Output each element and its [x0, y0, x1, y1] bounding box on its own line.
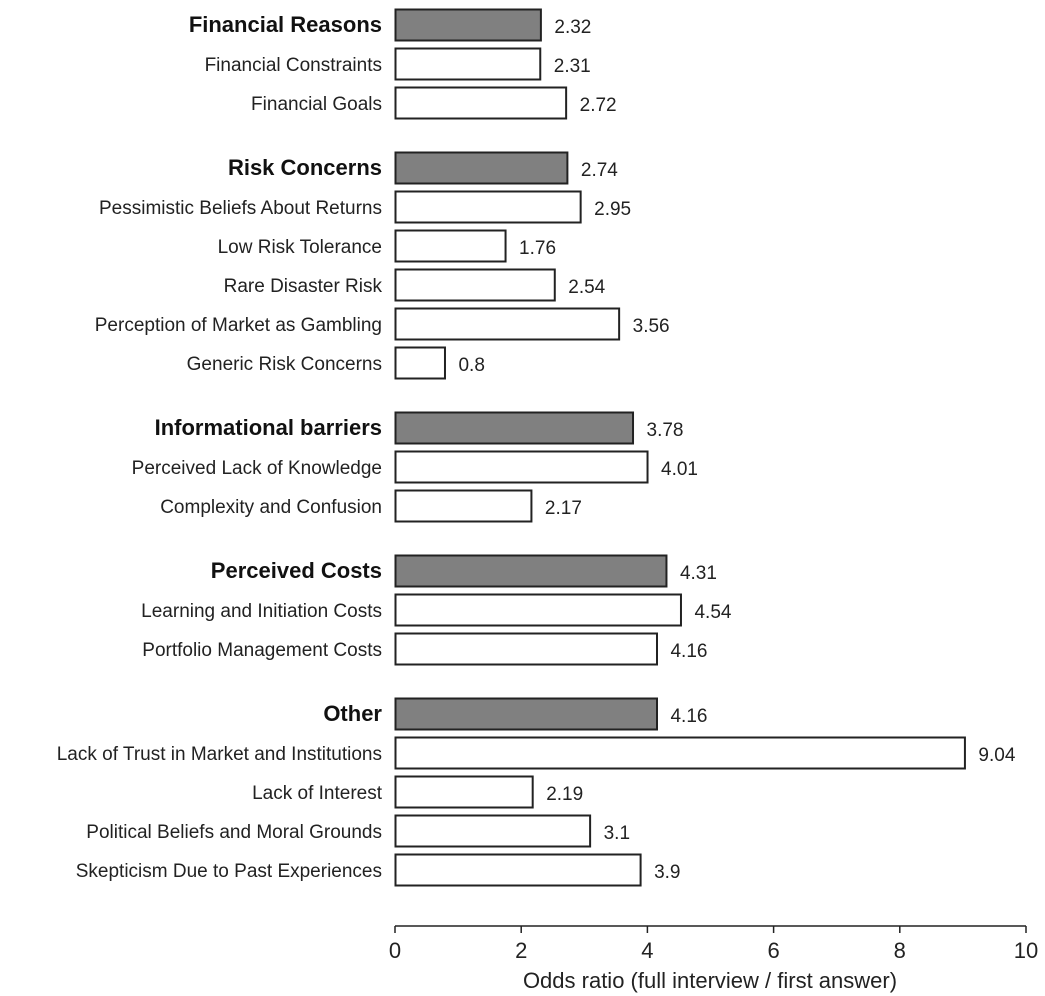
item-row-lack-of-trust-in-market-and-institutions: Lack of Trust in Market and Institutions…	[57, 736, 1016, 770]
item-row-rare-disaster-risk: Rare Disaster Risk 2.54	[224, 268, 606, 302]
group-label: Other	[323, 701, 382, 726]
x-tick-label: 4	[641, 938, 653, 963]
value-label: 2.31	[554, 56, 591, 77]
group-bar	[394, 8, 542, 42]
x-tick-label: 2	[515, 938, 527, 963]
value-label: 2.32	[554, 17, 591, 38]
value-label: 2.19	[546, 784, 583, 805]
item-row-perception-of-market-as-gambling: Perception of Market as Gambling 3.56	[95, 307, 670, 341]
x-axis: 0 2 4 6 8 10	[389, 925, 1038, 963]
category-label: Perception of Market as Gambling	[95, 315, 382, 336]
item-row-perceived-lack-of-knowledge: Perceived Lack of Knowledge 4.01	[132, 450, 698, 484]
item-row-portfolio-management-costs: Portfolio Management Costs 4.16	[142, 632, 707, 666]
item-bar	[394, 489, 533, 523]
item-bar	[394, 190, 582, 224]
item-bar	[394, 775, 534, 809]
category-label: Skepticism Due to Past Experiences	[76, 861, 382, 882]
item-row-financial-constraints: Financial Constraints 2.31	[205, 47, 591, 81]
item-bar	[394, 814, 592, 848]
item-bar	[394, 853, 642, 887]
category-label: Lack of Interest	[252, 783, 383, 804]
group-bar	[394, 554, 668, 588]
category-label: Lack of Trust in Market and Institutions	[57, 744, 382, 765]
value-label: 2.54	[568, 277, 605, 298]
group-label: Informational barriers	[155, 415, 382, 440]
value-label: 2.17	[545, 498, 582, 519]
group-row-other: Other 4.16	[323, 697, 707, 731]
value-label: 3.78	[647, 420, 684, 441]
item-row-learning-and-initiation-costs: Learning and Initiation Costs 4.54	[141, 593, 732, 627]
value-label: 4.31	[680, 563, 717, 584]
item-row-financial-goals: Financial Goals 2.72	[251, 86, 617, 120]
category-label: Rare Disaster Risk	[224, 276, 383, 297]
value-label: 3.9	[654, 862, 680, 883]
category-label: Financial Constraints	[205, 55, 382, 76]
bars-layer: Financial Reasons 2.32 Financial Constrain…	[57, 8, 1016, 887]
group-bar	[394, 411, 635, 445]
category-label: Portfolio Management Costs	[142, 640, 382, 661]
category-label: Generic Risk Concerns	[187, 354, 382, 375]
value-label: 4.16	[670, 641, 707, 662]
x-tick-label: 6	[767, 938, 779, 963]
value-label: 9.04	[978, 745, 1015, 766]
value-label: 2.74	[581, 160, 618, 181]
item-bar	[394, 86, 568, 120]
group-label: Perceived Costs	[211, 558, 382, 583]
item-bar	[394, 307, 621, 341]
x-axis-title: Odds ratio (full interview / first answe…	[523, 968, 897, 993]
category-label: Financial Goals	[251, 94, 382, 115]
item-bar	[394, 450, 649, 484]
item-row-lack-of-interest: Lack of Interest 2.19	[252, 775, 583, 809]
value-label: 2.95	[594, 199, 631, 220]
category-label: Learning and Initiation Costs	[141, 601, 382, 622]
group-row-financial-reasons: Financial Reasons 2.32	[189, 8, 591, 42]
group-bar	[394, 697, 658, 731]
value-label: 2.72	[580, 95, 617, 116]
item-bar	[394, 632, 658, 666]
item-row-pessimistic-beliefs-about-returns: Pessimistic Beliefs About Returns 2.95	[99, 190, 631, 224]
x-tick-label: 0	[389, 938, 401, 963]
item-row-low-risk-tolerance: Low Risk Tolerance 1.76	[218, 229, 556, 263]
value-label: 4.01	[661, 459, 698, 480]
value-label: 1.76	[519, 238, 556, 259]
item-row-generic-risk-concerns: Generic Risk Concerns 0.8	[187, 346, 485, 380]
item-row-political-beliefs-and-moral-grounds: Political Beliefs and Moral Grounds 3.1	[86, 814, 630, 848]
value-label: 3.56	[633, 316, 670, 337]
group-label: Risk Concerns	[228, 155, 382, 180]
group-bar	[394, 151, 569, 185]
x-tick-label: 8	[894, 938, 906, 963]
item-bar	[394, 47, 542, 81]
item-bar	[394, 593, 682, 627]
value-label: 4.16	[670, 706, 707, 727]
x-tick-label: 10	[1014, 938, 1038, 963]
value-label: 3.1	[604, 823, 630, 844]
category-label: Perceived Lack of Knowledge	[132, 458, 382, 479]
item-bar	[394, 736, 966, 770]
item-bar	[394, 346, 446, 380]
group-row-risk-concerns: Risk Concerns 2.74	[228, 151, 618, 185]
item-row-complexity-and-confusion: Complexity and Confusion 2.17	[160, 489, 582, 523]
category-label: Complexity and Confusion	[160, 497, 382, 518]
category-label: Pessimistic Beliefs About Returns	[99, 198, 382, 219]
item-bar	[394, 229, 507, 263]
group-row-perceived-costs: Perceived Costs 4.31	[211, 554, 717, 588]
category-label: Political Beliefs and Moral Grounds	[86, 822, 382, 843]
category-label: Low Risk Tolerance	[218, 237, 382, 258]
group-label: Financial Reasons	[189, 12, 382, 37]
group-row-informational-barriers: Informational barriers 3.78	[155, 411, 684, 445]
value-label: 0.8	[458, 355, 484, 376]
value-label: 4.54	[694, 602, 731, 623]
item-row-skepticism-due-to-past-experiences: Skepticism Due to Past Experiences 3.9	[76, 853, 681, 887]
item-bar	[394, 268, 556, 302]
